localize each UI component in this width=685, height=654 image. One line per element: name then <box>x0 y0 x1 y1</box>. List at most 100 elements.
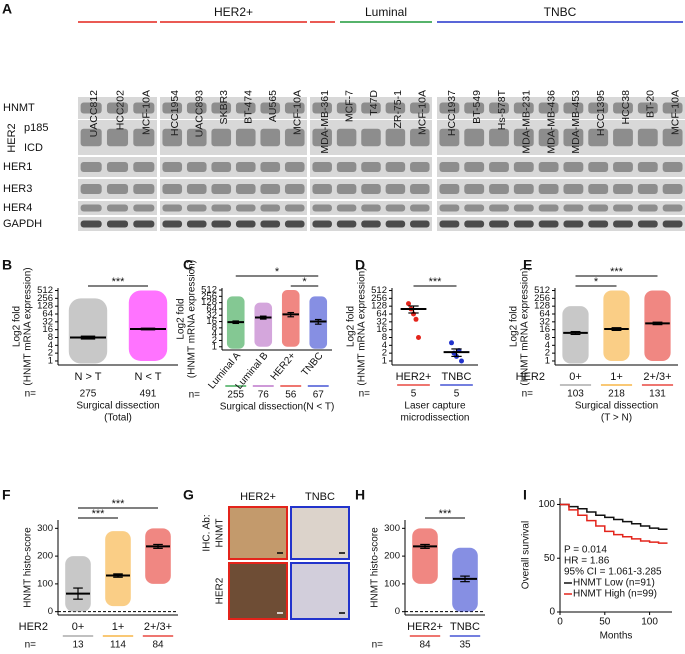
lane-label: AU565 <box>267 90 279 122</box>
x-axis-label: Surgical dissection(N < T) <box>220 402 335 413</box>
ihc-image <box>290 506 350 560</box>
y-tick-label: 256 <box>201 291 217 302</box>
blot-band <box>538 162 559 172</box>
n-value: 103 <box>567 389 584 400</box>
blot-band <box>637 220 658 228</box>
blot-band <box>211 128 232 147</box>
blot-band <box>106 184 129 194</box>
y-tick-label: 32 <box>539 316 550 327</box>
blot-band <box>106 162 129 172</box>
blot-band <box>662 220 683 228</box>
blot-band <box>439 102 460 114</box>
blot-band <box>385 220 406 228</box>
lane-label: MDA-MB-231 <box>521 90 533 154</box>
blot-band <box>211 220 232 228</box>
blot-strip <box>437 120 685 155</box>
x-tick-label: 0 <box>557 617 563 628</box>
blot-band <box>385 128 406 147</box>
row-label: ICD <box>24 142 43 154</box>
blot-band <box>336 184 357 194</box>
n-label: n= <box>189 390 201 401</box>
row-label: HER4 <box>3 202 32 214</box>
blot-band <box>538 128 559 147</box>
blot-band <box>513 184 534 194</box>
blot-band <box>162 162 183 172</box>
y-tick-label: 2 <box>382 348 387 359</box>
blot-band <box>162 128 183 147</box>
y-tick-label: 300 <box>384 523 400 534</box>
blot-band <box>284 204 305 212</box>
significance-label: *** <box>429 276 443 288</box>
blot-band <box>361 220 381 228</box>
significance-label: * <box>594 276 599 288</box>
point-cloud <box>65 556 91 612</box>
blot-band <box>312 184 332 194</box>
blot-strip <box>310 201 432 215</box>
y-tick-label: 128 <box>371 301 387 312</box>
significance-label: *** <box>112 276 126 288</box>
blot-band <box>489 102 509 114</box>
blot-band <box>464 128 485 147</box>
n-value: 218 <box>608 389 625 400</box>
x-tick-label: N > T <box>74 371 101 383</box>
point-cloud <box>412 528 438 584</box>
blot-band <box>312 128 332 147</box>
lane-label: T47D <box>368 90 380 116</box>
blot-band <box>106 220 129 228</box>
blot-band <box>336 128 357 147</box>
row-label: HNMT <box>3 102 35 114</box>
n-value: 255 <box>227 390 244 401</box>
blot-band <box>312 204 332 212</box>
annotation: HR = 1.86 <box>564 556 610 567</box>
lane-label: UACC812 <box>88 90 100 137</box>
panel-label: E <box>523 257 532 273</box>
blot-band <box>464 102 485 114</box>
lane-label: UACC893 <box>194 90 206 137</box>
blot-band <box>439 184 460 194</box>
n-value: 13 <box>72 640 84 651</box>
blot-strip <box>78 157 157 177</box>
panel-label: F <box>2 487 11 503</box>
x-tick-label: N < T <box>134 371 161 383</box>
n-value: 131 <box>649 389 666 400</box>
blot-band <box>133 102 155 114</box>
blot-band <box>613 204 633 212</box>
blot-band <box>385 204 406 212</box>
y-axis-label: Log2 fold <box>509 306 520 347</box>
y-tick-label: 256 <box>534 293 550 304</box>
legend-label: HNMT Low (n=91) <box>573 578 655 589</box>
n-value: 491 <box>140 389 157 400</box>
blot-band <box>489 128 509 147</box>
blot-band <box>235 220 256 228</box>
point-cloud <box>128 290 168 361</box>
y-tick-label: 128 <box>37 301 53 312</box>
x-axis-label: (Total) <box>104 413 132 424</box>
lane-label: HCC1395 <box>595 90 607 136</box>
y-tick-label: 4 <box>212 329 217 340</box>
blot-band <box>80 102 102 114</box>
ihc-image <box>228 506 288 560</box>
data-point <box>459 358 464 364</box>
blot-strip <box>78 179 157 199</box>
point-cloud <box>644 290 671 361</box>
point-cloud <box>281 290 300 347</box>
y-tick-label: 100 <box>384 578 400 589</box>
blot-band <box>662 102 683 114</box>
blot-band <box>162 184 183 194</box>
n-label: n= <box>25 389 37 400</box>
y-tick-label: 1 <box>382 355 387 366</box>
blot-band <box>186 102 207 114</box>
row-label: HER3 <box>3 183 32 195</box>
group-label: HER2+ <box>214 5 253 19</box>
blot-band <box>186 220 207 228</box>
y-tick-label: 2 <box>48 348 53 359</box>
blot-band <box>235 184 256 194</box>
blot-strip <box>310 157 432 177</box>
row-group-label: HER2 <box>6 123 18 152</box>
x-tick-label: 2+/3+ <box>144 621 172 633</box>
blot-band <box>235 102 256 114</box>
lane-label: MDA-MB-453 <box>570 90 582 154</box>
blot-strip <box>78 120 157 155</box>
blot-band <box>235 162 256 172</box>
blot-band <box>613 220 633 228</box>
